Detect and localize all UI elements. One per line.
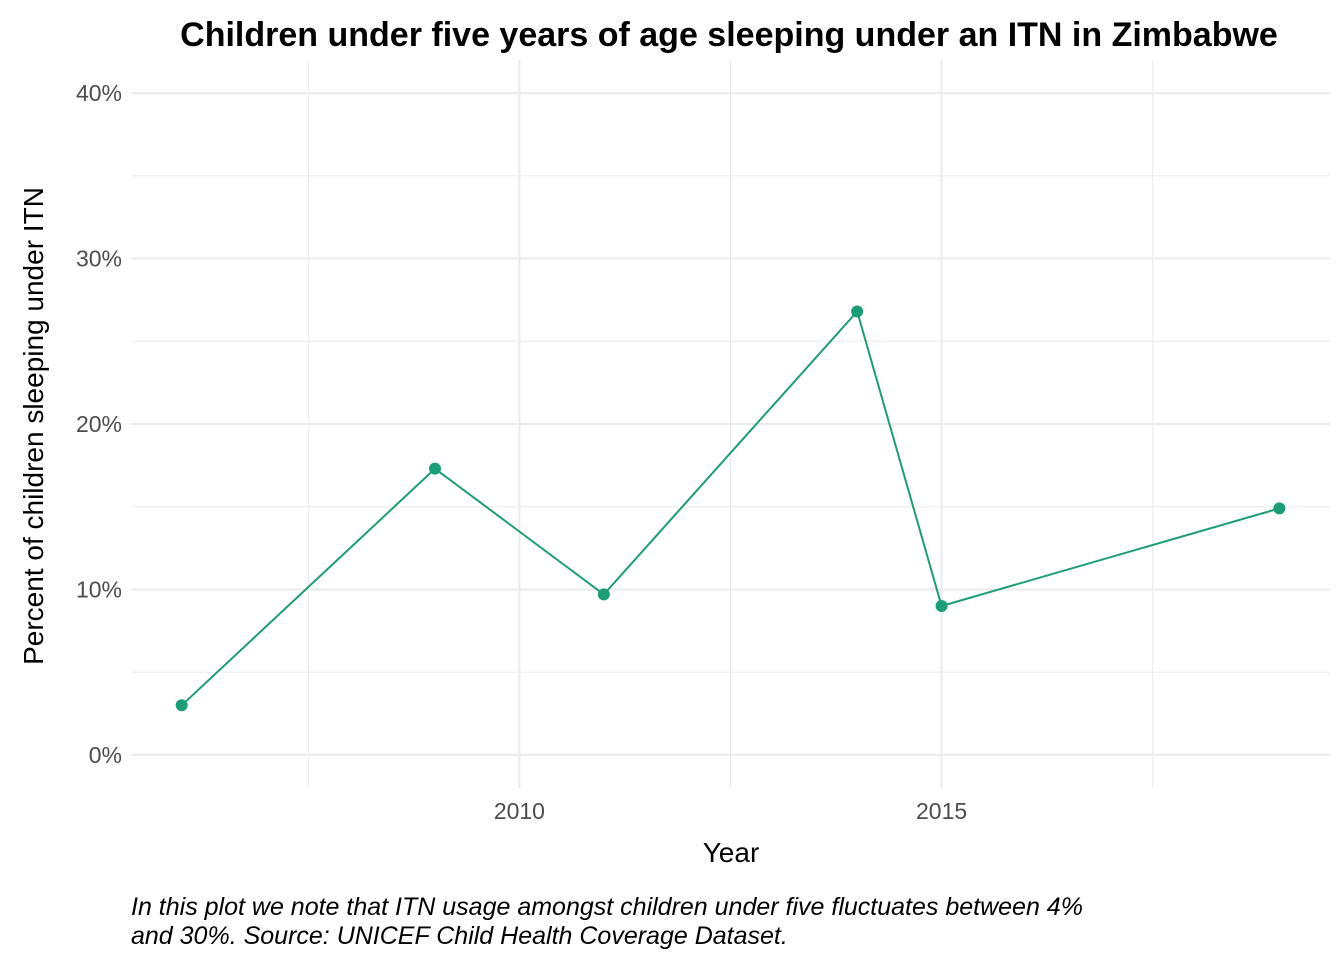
data-point [175,699,188,712]
data-point [935,600,948,612]
y-tick-label: 10% [76,576,122,602]
series-group [175,305,1286,712]
x-tick-label: 2010 [494,798,545,824]
data-point [1273,502,1286,515]
y-axis-title: Percent of children sleeping under ITN [18,187,49,665]
y-tick-label: 40% [76,80,122,106]
y-tick-label: 30% [76,246,122,272]
data-point [851,305,864,318]
x-axis-title: Year [703,837,760,868]
x-tick-label: 2015 [916,798,967,824]
x-axis-ticks: 2010 2015 [494,798,967,824]
y-axis-ticks: 0% 10% 20% 30% 40% [76,80,122,768]
y-tick-label: 20% [76,411,122,437]
data-point [428,462,441,475]
major-gridlines [131,60,1330,788]
chart-title: Children under five years of age sleepin… [180,16,1278,54]
data-point [597,588,610,601]
y-tick-label: 0% [89,742,122,768]
chart-caption: In this plot we note that ITN usage amon… [131,893,1083,950]
series-line [181,309,1280,707]
